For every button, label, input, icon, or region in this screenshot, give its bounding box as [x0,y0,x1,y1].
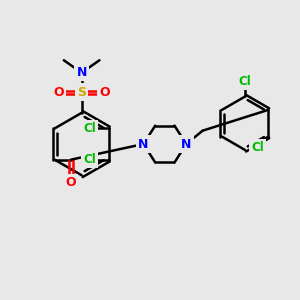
Text: Cl: Cl [251,141,264,154]
Text: N: N [138,138,148,151]
Text: N: N [181,138,191,151]
Text: O: O [66,176,76,189]
Text: O: O [54,85,64,98]
Text: O: O [99,85,110,98]
Text: N: N [76,66,87,79]
Text: Cl: Cl [83,122,96,135]
Text: S: S [77,85,86,98]
Text: Cl: Cl [83,153,96,166]
Text: Cl: Cl [239,74,251,88]
